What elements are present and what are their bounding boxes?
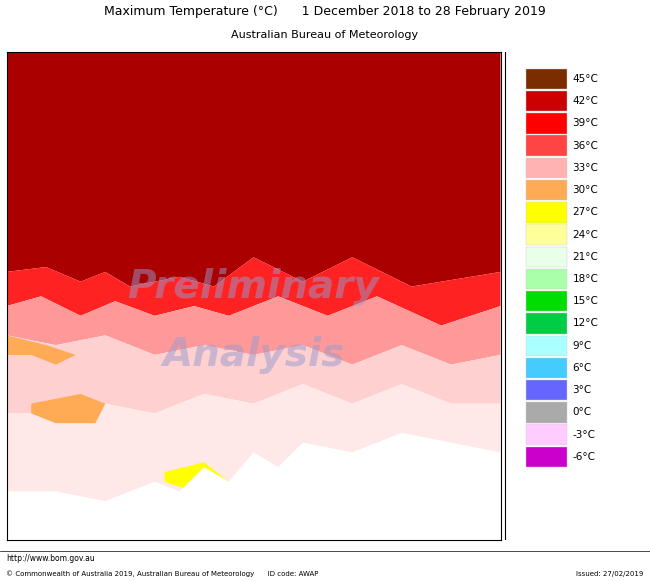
Text: Maximum Temperature (°C)      1 December 2018 to 28 February 2019: Maximum Temperature (°C) 1 December 2018… — [104, 5, 546, 18]
Text: 45°C: 45°C — [573, 74, 599, 84]
FancyBboxPatch shape — [526, 180, 567, 200]
FancyBboxPatch shape — [526, 313, 567, 333]
Polygon shape — [6, 296, 500, 365]
Text: 12°C: 12°C — [573, 318, 599, 328]
Polygon shape — [214, 482, 283, 521]
Polygon shape — [6, 335, 75, 365]
Polygon shape — [31, 394, 105, 423]
Text: 18°C: 18°C — [573, 274, 599, 284]
FancyBboxPatch shape — [526, 358, 567, 378]
Text: 42°C: 42°C — [573, 96, 599, 106]
Text: 6°C: 6°C — [573, 363, 592, 373]
Polygon shape — [6, 384, 500, 501]
Polygon shape — [125, 492, 164, 511]
Text: -6°C: -6°C — [573, 452, 595, 462]
FancyBboxPatch shape — [526, 157, 567, 178]
Text: 15°C: 15°C — [573, 296, 599, 306]
Polygon shape — [6, 52, 500, 286]
FancyBboxPatch shape — [526, 335, 567, 356]
Text: 24°C: 24°C — [573, 229, 599, 239]
Text: 33°C: 33°C — [573, 163, 599, 173]
Text: Issued: 27/02/2019: Issued: 27/02/2019 — [576, 571, 644, 577]
Text: 9°C: 9°C — [573, 340, 592, 351]
FancyBboxPatch shape — [526, 246, 567, 267]
FancyBboxPatch shape — [526, 113, 567, 134]
FancyBboxPatch shape — [526, 291, 567, 311]
FancyBboxPatch shape — [526, 135, 567, 156]
Text: Australian Bureau of Meteorology: Australian Bureau of Meteorology — [231, 30, 419, 40]
FancyBboxPatch shape — [526, 402, 567, 422]
FancyBboxPatch shape — [526, 380, 567, 400]
FancyBboxPatch shape — [526, 202, 567, 223]
Text: 27°C: 27°C — [573, 207, 599, 217]
FancyBboxPatch shape — [526, 425, 567, 445]
Polygon shape — [343, 482, 411, 521]
FancyBboxPatch shape — [526, 91, 567, 112]
Text: 3°C: 3°C — [573, 385, 592, 395]
Polygon shape — [6, 335, 500, 423]
Polygon shape — [6, 257, 500, 325]
FancyBboxPatch shape — [526, 447, 567, 467]
Text: Analysis: Analysis — [162, 336, 344, 374]
FancyBboxPatch shape — [526, 69, 567, 89]
Text: Preliminary: Preliminary — [127, 267, 380, 306]
Text: 39°C: 39°C — [573, 119, 599, 128]
Text: 0°C: 0°C — [573, 407, 592, 417]
Text: © Commonwealth of Australia 2019, Australian Bureau of Meteorology      ID code:: © Commonwealth of Australia 2019, Austra… — [6, 571, 319, 578]
Polygon shape — [164, 462, 229, 492]
Text: 36°C: 36°C — [573, 141, 599, 150]
Text: 30°C: 30°C — [573, 185, 599, 195]
Text: -3°C: -3°C — [573, 430, 595, 440]
FancyBboxPatch shape — [526, 269, 567, 289]
Polygon shape — [6, 433, 500, 540]
Text: http://www.bom.gov.au: http://www.bom.gov.au — [6, 554, 96, 563]
FancyBboxPatch shape — [526, 224, 567, 245]
Text: 21°C: 21°C — [573, 252, 599, 262]
